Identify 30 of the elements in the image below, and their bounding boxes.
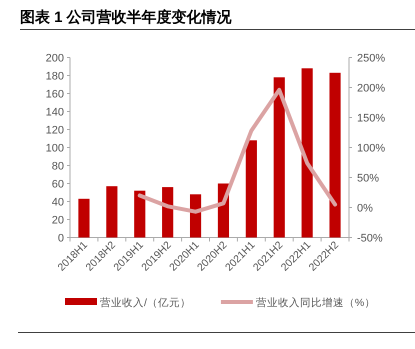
y2-tick-label: 250% <box>357 52 386 64</box>
y-tick-label: 180 <box>46 70 64 82</box>
y-tick-label: 100 <box>46 142 64 154</box>
line-series <box>138 88 338 214</box>
y2-tick-label: 200% <box>357 82 386 94</box>
y2-tick-label: 0% <box>357 202 374 214</box>
y-tick-label: 40 <box>52 196 64 208</box>
y2-tick-label: 50% <box>357 172 380 184</box>
bar <box>162 187 174 238</box>
y-tick-label: 160 <box>46 88 64 100</box>
bar <box>134 190 146 238</box>
bar <box>106 186 118 238</box>
y-tick-label: 120 <box>46 124 64 136</box>
bar <box>246 140 257 238</box>
bar <box>302 68 313 238</box>
y-tick-label: 20 <box>52 214 64 226</box>
y-tick-label: 80 <box>52 160 64 172</box>
chart-title: 图表 1 公司营收半年度变化情况 <box>20 8 233 26</box>
y-tick-label: 0 <box>58 232 64 244</box>
legend-label: 营业收入同比增速（%） <box>256 296 376 309</box>
legend-label: 营业收入/（亿元） <box>100 296 191 309</box>
y2-tick-label: -50% <box>357 232 383 244</box>
y2-tick-label: 100% <box>357 142 386 154</box>
bar <box>78 198 90 238</box>
y-tick-label: 60 <box>52 178 64 190</box>
bar <box>329 72 341 238</box>
bar <box>274 77 285 238</box>
y-tick-label: 140 <box>46 106 64 118</box>
y2-tick-label: 150% <box>357 112 386 124</box>
y-tick-label: 200 <box>46 52 64 64</box>
